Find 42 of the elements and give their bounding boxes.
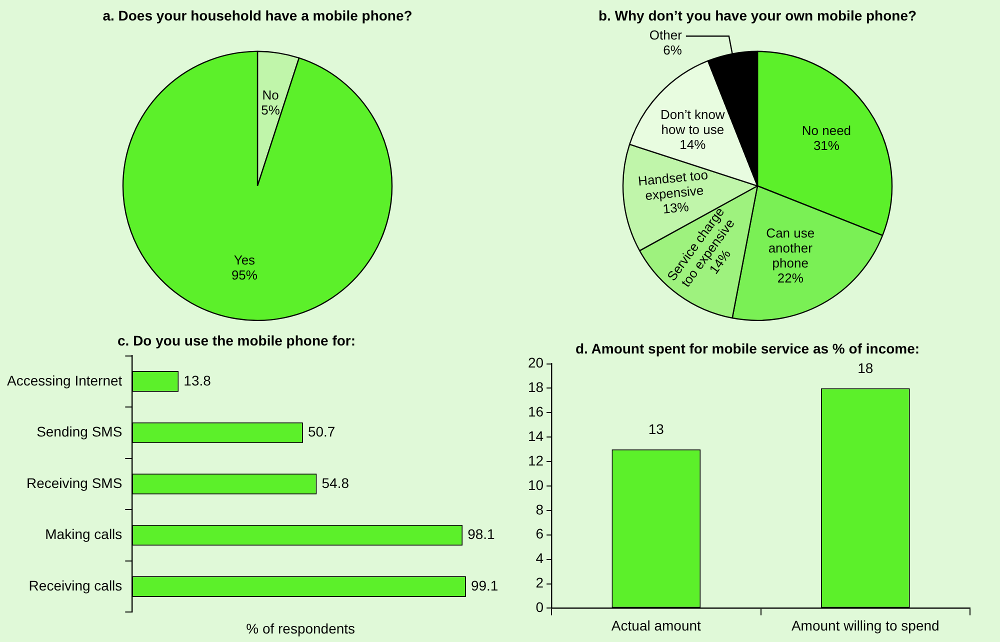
y-tick-label: Making calls	[45, 526, 122, 542]
y-tick-label: 8	[536, 501, 544, 518]
data-label: 98.1	[468, 526, 496, 542]
y-tick-label: 2	[536, 574, 544, 591]
chart-title: a. Does your household have a mobile phone?	[102, 7, 412, 24]
y-tick-label: Sending SMS	[36, 424, 122, 440]
x-axis-title: % of respondents	[246, 620, 356, 636]
data-label: 13	[648, 421, 664, 438]
slice-label: No need	[802, 123, 852, 138]
data-label: 14%	[680, 137, 706, 152]
x-tick-label: Amount willing to spend	[791, 617, 940, 634]
chart-title: b. Why don’t you have your own mobile phone?	[598, 7, 917, 24]
data-label: 13.8	[184, 372, 212, 388]
y-tick-label: 14	[528, 428, 544, 444]
data-label: 99.1	[470, 577, 498, 594]
data-label: 31%	[813, 138, 840, 154]
data-label: 18	[858, 360, 874, 376]
y-tick-label: 18	[528, 379, 544, 396]
y-tick-label: 4	[536, 550, 544, 566]
x-tick-label: Actual amount	[611, 617, 702, 634]
data-label: 6%	[663, 42, 682, 58]
slice-label: Other	[649, 28, 683, 43]
y-tick-label: 16	[528, 404, 544, 420]
data-label: 5%	[261, 102, 280, 118]
slice-label: Don’t know how to use	[660, 107, 726, 138]
y-tick-label: Receiving calls	[28, 577, 122, 594]
chart-title: d. Amount spent for mobile service as % of income:	[575, 340, 920, 356]
data-label: 50.7	[308, 424, 336, 440]
y-tick-label: 0	[536, 599, 544, 616]
chart-title: c. Do you use the mobile phone for:	[117, 332, 356, 348]
y-tick-label: 10	[528, 476, 544, 493]
data-label: 22%	[777, 270, 804, 286]
y-tick-label: 12	[528, 452, 544, 468]
y-tick-label: 20	[528, 354, 544, 371]
slice-label: Yes	[234, 252, 256, 268]
y-tick-label: 6	[536, 526, 544, 542]
data-label: 95%	[231, 267, 258, 282]
y-tick-label: Receiving SMS	[26, 474, 122, 491]
data-label: 54.8	[322, 474, 350, 491]
slice-label: Can use another phone	[766, 226, 815, 271]
slice-label: No	[262, 88, 279, 103]
y-tick-label: Accessing Internet	[7, 372, 122, 388]
